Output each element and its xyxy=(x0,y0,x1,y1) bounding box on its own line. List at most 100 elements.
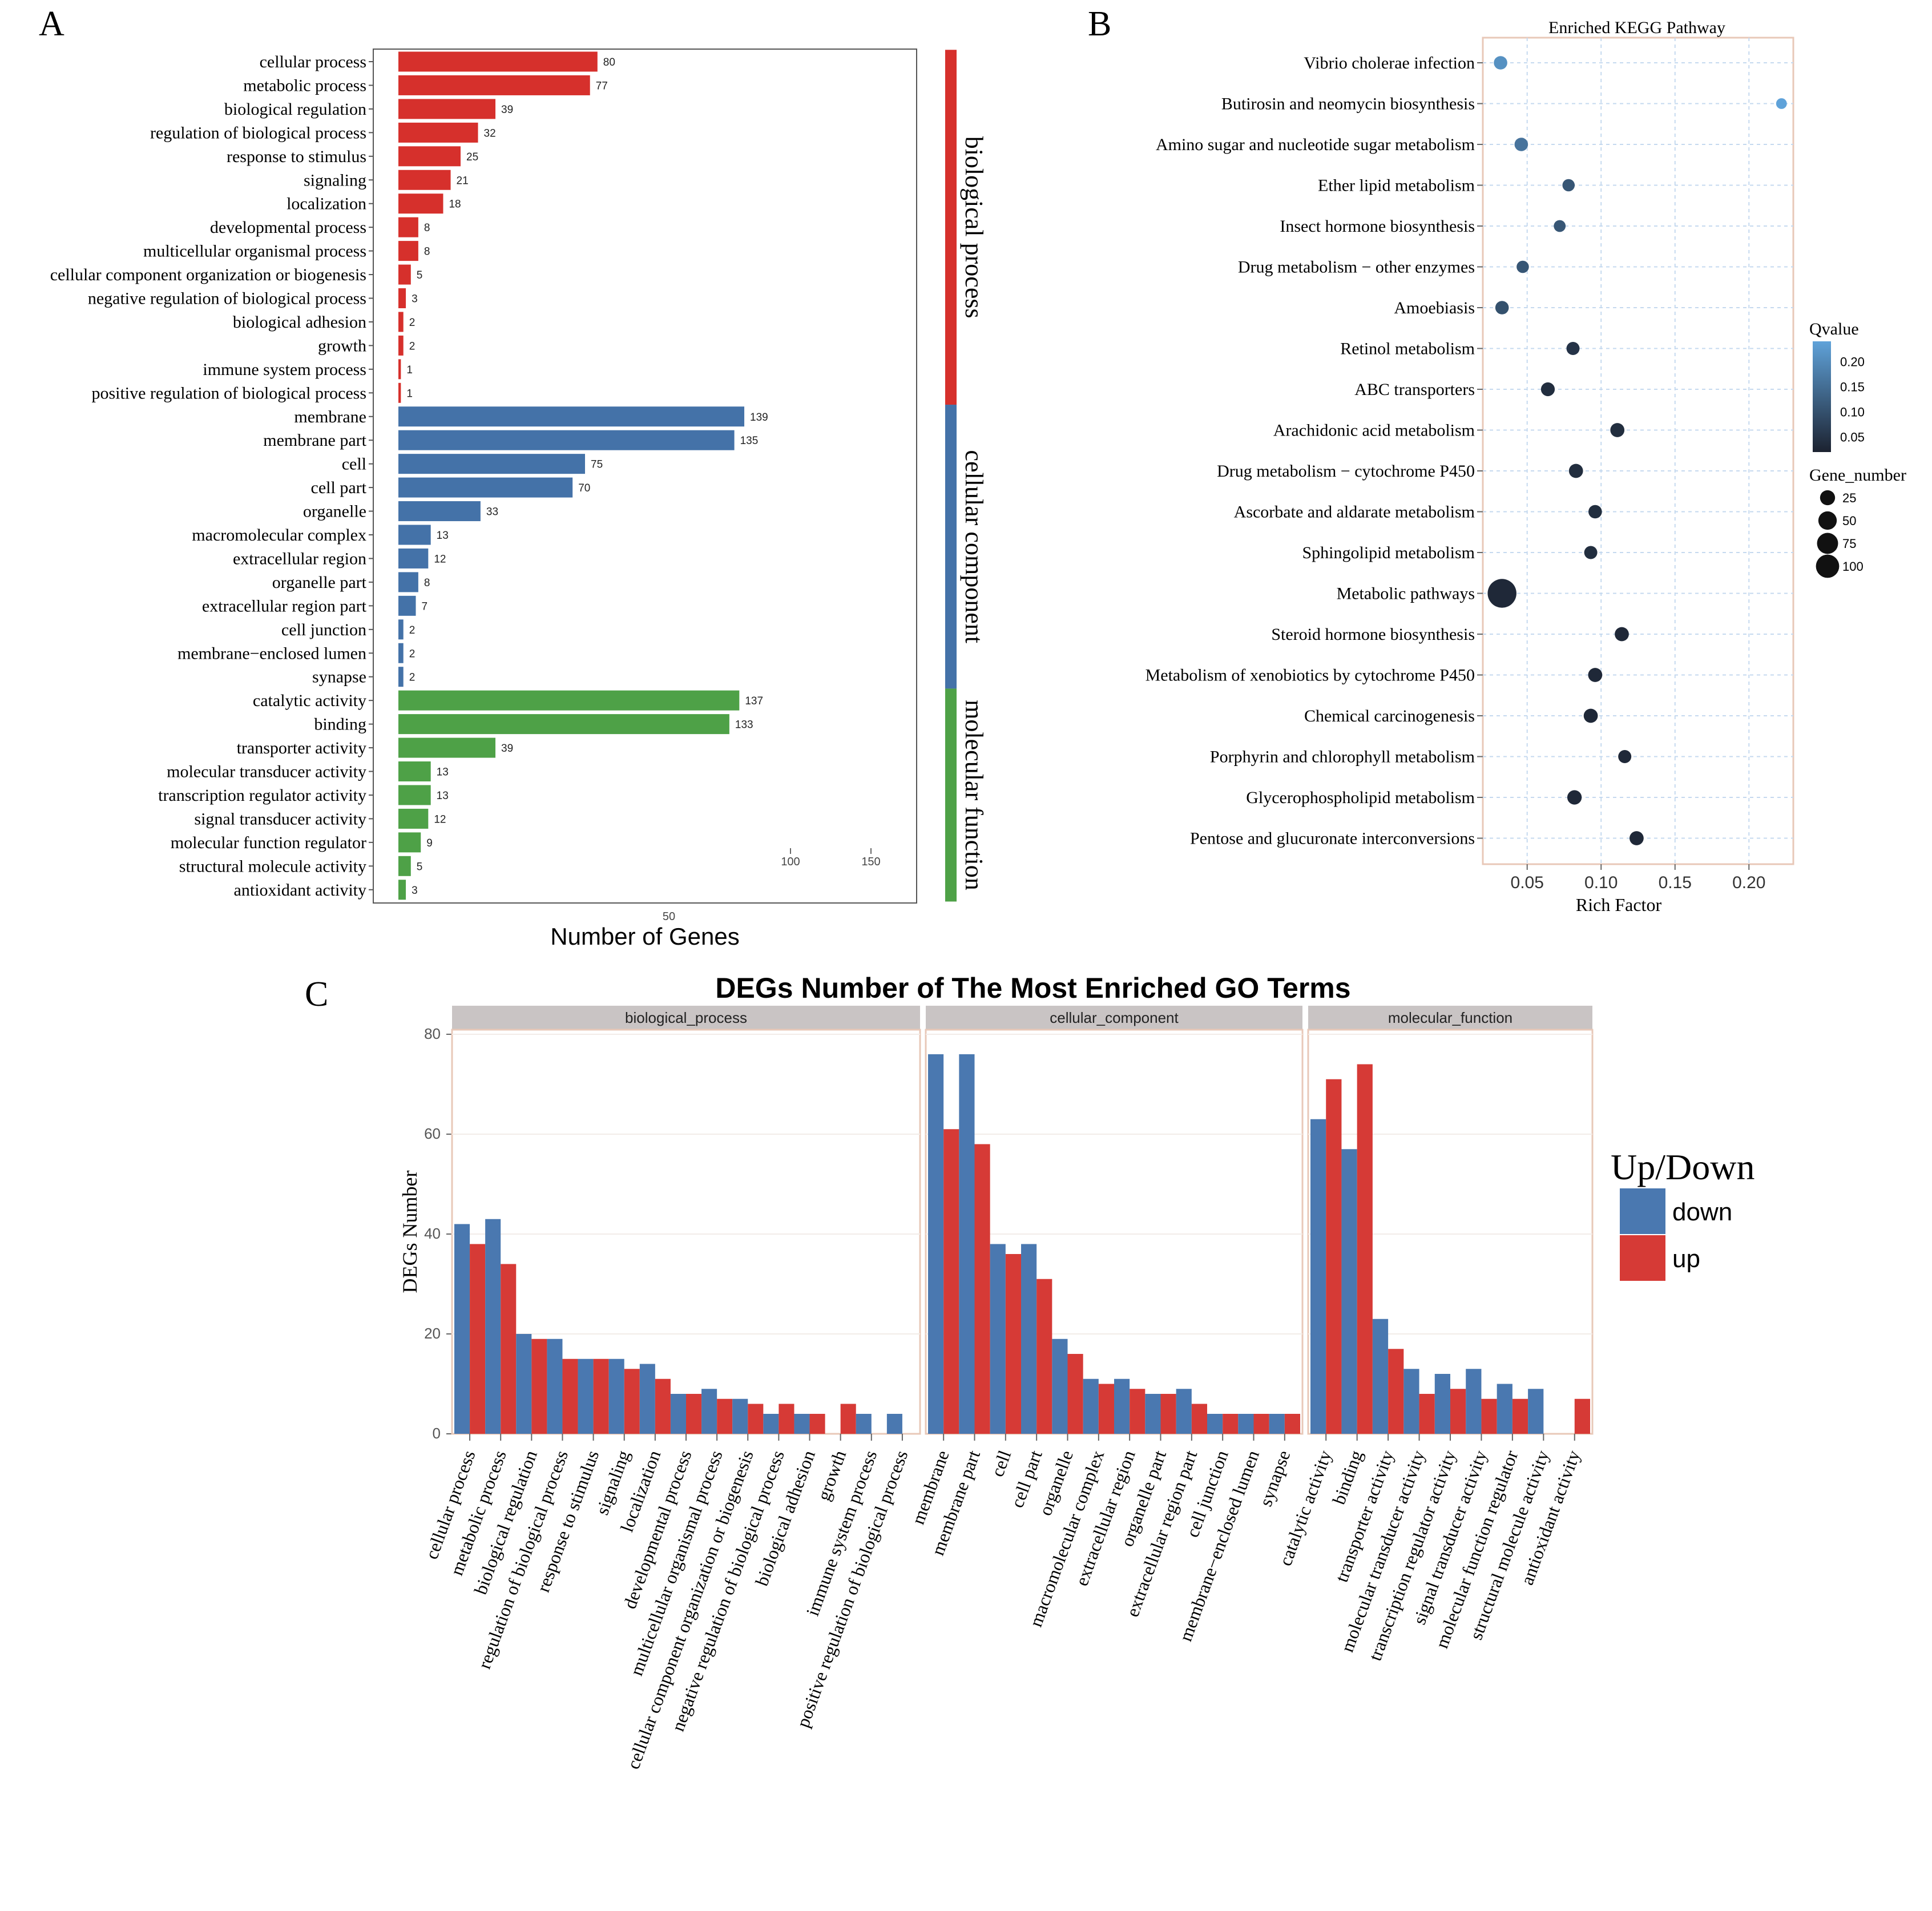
bar-up-synapse xyxy=(1284,1414,1300,1434)
bar-value-label: 39 xyxy=(501,743,513,755)
bar-down-metabolic-process xyxy=(485,1219,501,1434)
bar-value-label: 135 xyxy=(740,435,759,447)
x-tick-label: 0.15 xyxy=(1659,873,1692,892)
legend-label-down: down xyxy=(1672,1198,1732,1226)
bar-value-label: 9 xyxy=(426,837,433,849)
panel-b-kegg-scatter: Enriched KEGG Pathway 0.05 0.10 0.15 0.20 Vi… xyxy=(1146,18,1906,915)
bar-up-molecular-function-regulator xyxy=(1512,1398,1528,1434)
y-tick-label: 40 xyxy=(424,1225,441,1242)
bar-positive-regulation-of-biological-process xyxy=(398,382,401,403)
bar-catalytic-activity xyxy=(398,690,740,711)
bar-macromolecular-complex xyxy=(398,525,431,545)
point-insect-hormone-biosynthesis xyxy=(1554,220,1566,232)
category-label: biological regulation xyxy=(224,100,366,119)
panel-a-plot-frame xyxy=(373,49,917,904)
bar-signal-transducer-activity xyxy=(398,808,429,829)
category-label: binding xyxy=(314,715,366,734)
bar-up-multicellular-organismal-process xyxy=(717,1398,733,1434)
bar-value-label: 3 xyxy=(412,293,418,305)
bar-organelle xyxy=(398,501,481,522)
category-label: response to stimulus xyxy=(227,147,366,166)
bar-up-cell xyxy=(1005,1254,1021,1434)
bar-value-label: 25 xyxy=(466,151,478,163)
bar-organelle-part xyxy=(398,572,418,592)
pathway-label: Ascorbate and aldarate metabolism xyxy=(1234,503,1475,522)
bar-up-cellular-process xyxy=(470,1244,486,1434)
y-tick-label: 0 xyxy=(433,1425,441,1442)
bar-negative-regulation-of-biological-process xyxy=(398,288,406,308)
bar-up-signaling xyxy=(624,1369,640,1434)
qvalue-legend-title: Qvalue xyxy=(1809,320,1859,338)
point-chemical-carcinogenesis xyxy=(1583,708,1598,723)
panel-a-x-axis-title: Number of Genes xyxy=(550,923,740,950)
bar-value-label: 75 xyxy=(591,459,603,471)
category-label: catalytic activity xyxy=(253,691,366,710)
category-label: cell part xyxy=(311,478,367,497)
bar-value-label: 13 xyxy=(437,790,449,802)
pathway-label: Retinol metabolism xyxy=(1340,340,1475,358)
x-tick-label: 0.20 xyxy=(1732,873,1765,892)
bar-up-organelle xyxy=(1067,1354,1083,1434)
bar-down-biological-adhesion xyxy=(794,1414,810,1434)
bar-value-label: 77 xyxy=(596,80,608,92)
bar-up-antioxidant-activity xyxy=(1574,1398,1590,1434)
point-ether-lipid-metabolism xyxy=(1562,179,1575,192)
bar-down-cellular-component-organization-or-biogenesis xyxy=(732,1398,748,1434)
bar-cell-junction xyxy=(398,619,404,640)
bar-down-positive-regulation-of-biological-process xyxy=(886,1414,902,1434)
qvalue-label: 0.20 xyxy=(1840,354,1865,369)
bar-down-signaling xyxy=(608,1358,624,1434)
y-tick-label: 60 xyxy=(424,1125,441,1142)
category-label: regulation of biological process xyxy=(150,123,366,142)
point-drug-metabolism-other-enzymes xyxy=(1516,260,1529,273)
legend-label-up: up xyxy=(1672,1245,1700,1273)
gene-number-legend-label: 25 xyxy=(1842,491,1856,505)
panel-b-plot-frame xyxy=(1482,37,1794,865)
category-label: cellular component organization or bioge… xyxy=(50,265,366,284)
bar-localization xyxy=(398,193,443,214)
bar-down-multicellular-organismal-process xyxy=(701,1389,717,1434)
bar-structural-molecule-activity xyxy=(398,856,411,876)
category-label: negative regulation of biological proces… xyxy=(88,289,366,308)
point-pentose-and-glucuronate-interconversions xyxy=(1630,831,1644,845)
category-label: organelle xyxy=(303,502,366,521)
bar-value-label: 70 xyxy=(578,482,590,494)
group-strip-molecular-function xyxy=(945,688,957,902)
bar-cellular-process xyxy=(398,51,598,72)
pathway-label: ABC transporters xyxy=(1354,380,1475,399)
bar-value-label: 8 xyxy=(424,246,430,258)
bar-value-label: 133 xyxy=(735,719,753,731)
pathway-label: Ether lipid metabolism xyxy=(1318,176,1475,195)
bar-up-membrane-part xyxy=(974,1144,990,1434)
x-tick-label: cell xyxy=(987,1448,1015,1479)
panel-b-title: Enriched KEGG Pathway xyxy=(1548,18,1725,37)
pathway-label: Drug metabolism − other enzymes xyxy=(1238,258,1475,277)
bar-value-label: 12 xyxy=(434,553,446,565)
x-tick-label: 0.05 xyxy=(1511,873,1544,892)
point-metabolism-of-xenobiotics-by-cytochrome-p450 xyxy=(1588,668,1603,682)
bar-down-catalytic-activity xyxy=(1310,1119,1326,1434)
bar-up-response-to-stimulus xyxy=(593,1358,609,1434)
category-label: antioxidant activity xyxy=(234,881,366,900)
point-arachidonic-acid-metabolism xyxy=(1610,423,1625,437)
bar-down-cellular-process xyxy=(454,1224,470,1434)
bar-up-macromolecular-complex xyxy=(1098,1384,1114,1434)
group-label-biological-process: biological process xyxy=(960,136,988,318)
bar-down-immune-system-process xyxy=(856,1414,872,1434)
category-label: multicellular organismal process xyxy=(143,242,366,261)
bar-up-signal-transducer-activity xyxy=(1481,1398,1497,1434)
facet-strip xyxy=(926,1006,1302,1030)
bar-down-cell xyxy=(990,1244,1006,1434)
category-label: cell junction xyxy=(281,620,366,639)
gene-number-legend-dot xyxy=(1816,554,1840,578)
bar-value-label: 12 xyxy=(434,813,446,825)
bar-molecular-function-regulator xyxy=(398,832,421,853)
bar-down-localization xyxy=(639,1364,655,1434)
bar-down-structural-molecule-activity xyxy=(1528,1389,1544,1434)
panel-label-c: C xyxy=(305,975,328,1014)
bar-growth xyxy=(398,335,404,356)
category-label: signal transducer activity xyxy=(194,809,366,828)
category-label: extracellular region part xyxy=(202,596,367,615)
bar-value-label: 7 xyxy=(422,600,428,612)
